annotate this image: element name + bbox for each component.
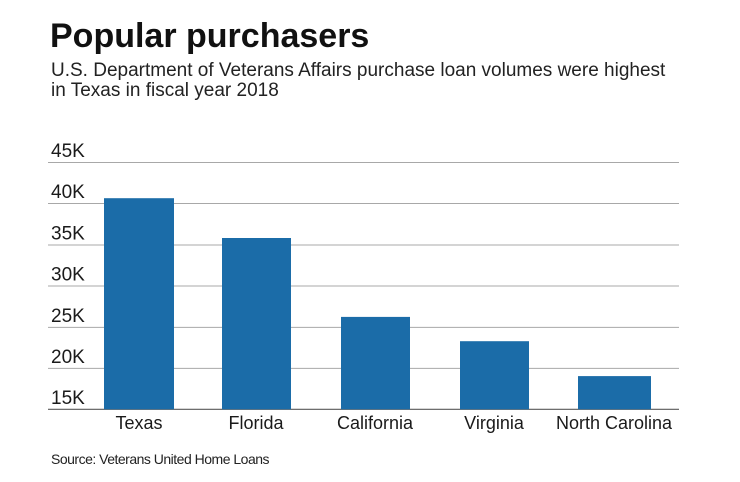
svg-text:25K: 25K <box>51 306 85 327</box>
svg-text:California: California <box>337 413 414 433</box>
svg-text:35K: 35K <box>51 224 85 245</box>
svg-text:20K: 20K <box>51 347 85 368</box>
svg-text:Virginia: Virginia <box>464 413 525 433</box>
svg-text:40K: 40K <box>51 182 85 203</box>
svg-text:Florida: Florida <box>228 413 284 433</box>
svg-text:15K: 15K <box>51 388 85 409</box>
svg-text:45K: 45K <box>51 141 85 162</box>
svg-text:North Carolina: North Carolina <box>556 413 673 433</box>
svg-text:Texas: Texas <box>115 413 162 433</box>
svg-text:30K: 30K <box>51 265 85 286</box>
